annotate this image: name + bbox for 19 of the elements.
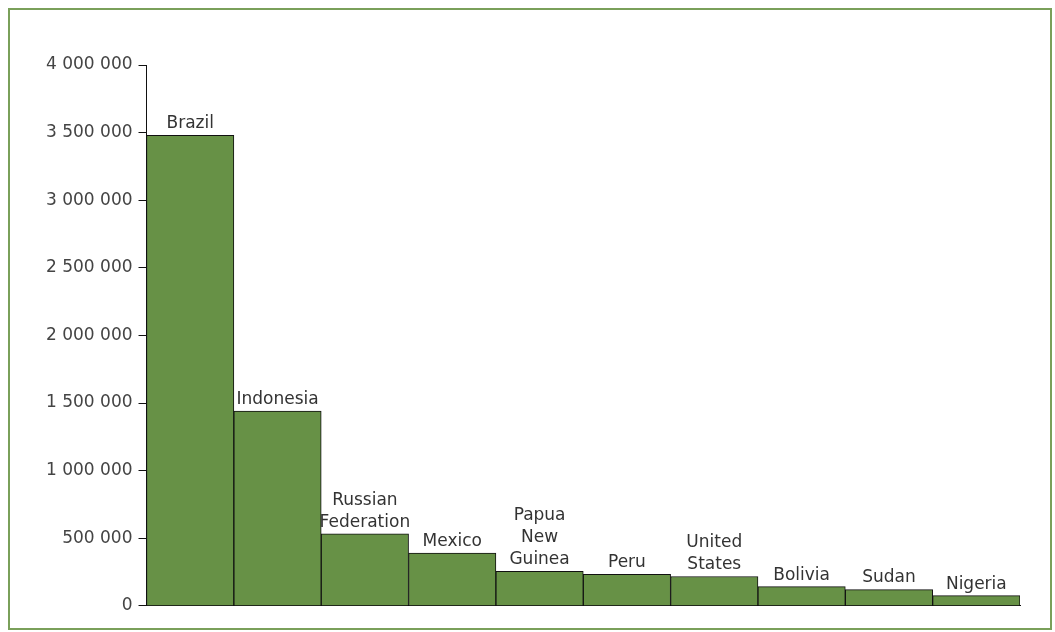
y-tick-label: 3 500 000 xyxy=(45,121,133,142)
y-tick-label: 2 500 000 xyxy=(45,256,133,277)
x-tick-label: Brazil xyxy=(166,112,214,133)
y-tick-label: 500 000 xyxy=(62,526,133,547)
y-tick-label: 0 xyxy=(121,594,133,615)
x-tick-label: Bolivia xyxy=(773,563,830,584)
x-tick-label: United States xyxy=(686,531,743,574)
y-tick-label: 2 000 000 xyxy=(45,323,133,344)
x-tick-label: Indonesia xyxy=(236,388,319,409)
x-tick-label: Peru xyxy=(608,551,646,572)
x-tick-label: Mexico xyxy=(422,529,482,550)
y-tick-label: 3 000 000 xyxy=(45,188,133,209)
x-tick-label: Russian Federation xyxy=(319,488,411,531)
y-tick-label: 1 000 000 xyxy=(45,459,133,480)
x-tick-label: Sudan xyxy=(862,566,916,587)
y-tick-label: 1 500 000 xyxy=(45,391,133,412)
y-tick-label: 4 000 000 xyxy=(45,53,133,74)
x-tick-label: Nigeria xyxy=(945,572,1007,593)
x-tick-label: Papua New Guinea xyxy=(509,504,570,569)
